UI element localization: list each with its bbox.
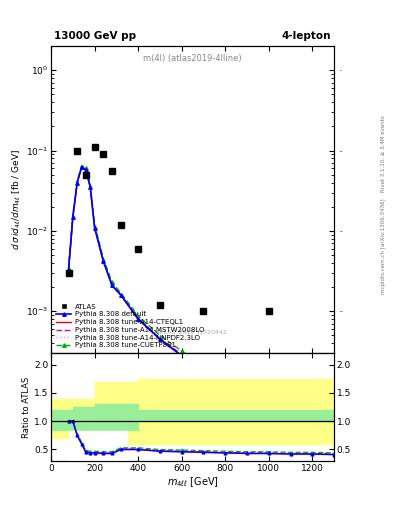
Legend: ATLAS, Pythia 8.308 default, Pythia 8.308 tune-A14-CTEQL1, Pythia 8.308 tune-A14: ATLAS, Pythia 8.308 default, Pythia 8.30…	[55, 303, 206, 350]
Text: mcplots.cern.ch [arXiv:1306.3436]: mcplots.cern.ch [arXiv:1306.3436]	[381, 198, 386, 293]
Text: ATLAS_2019_I1720442: ATLAS_2019_I1720442	[157, 329, 228, 335]
Text: 13000 GeV pp: 13000 GeV pp	[54, 31, 136, 41]
Y-axis label: $d\,\sigma\,id_{4\ell}/dm_{4\ell}$ [fb / GeV]: $d\,\sigma\,id_{4\ell}/dm_{4\ell}$ [fb /…	[11, 149, 23, 250]
Text: 4-lepton: 4-lepton	[282, 31, 331, 41]
Text: m(4l) (atlas2019-4lline): m(4l) (atlas2019-4lline)	[143, 54, 242, 63]
X-axis label: $m_{4\ell\ell}$ [GeV]: $m_{4\ell\ell}$ [GeV]	[167, 475, 219, 489]
Y-axis label: Ratio to ATLAS: Ratio to ATLAS	[22, 376, 31, 438]
Text: Rivet 3.1.10, ≥ 3.4M events: Rivet 3.1.10, ≥ 3.4M events	[381, 115, 386, 192]
